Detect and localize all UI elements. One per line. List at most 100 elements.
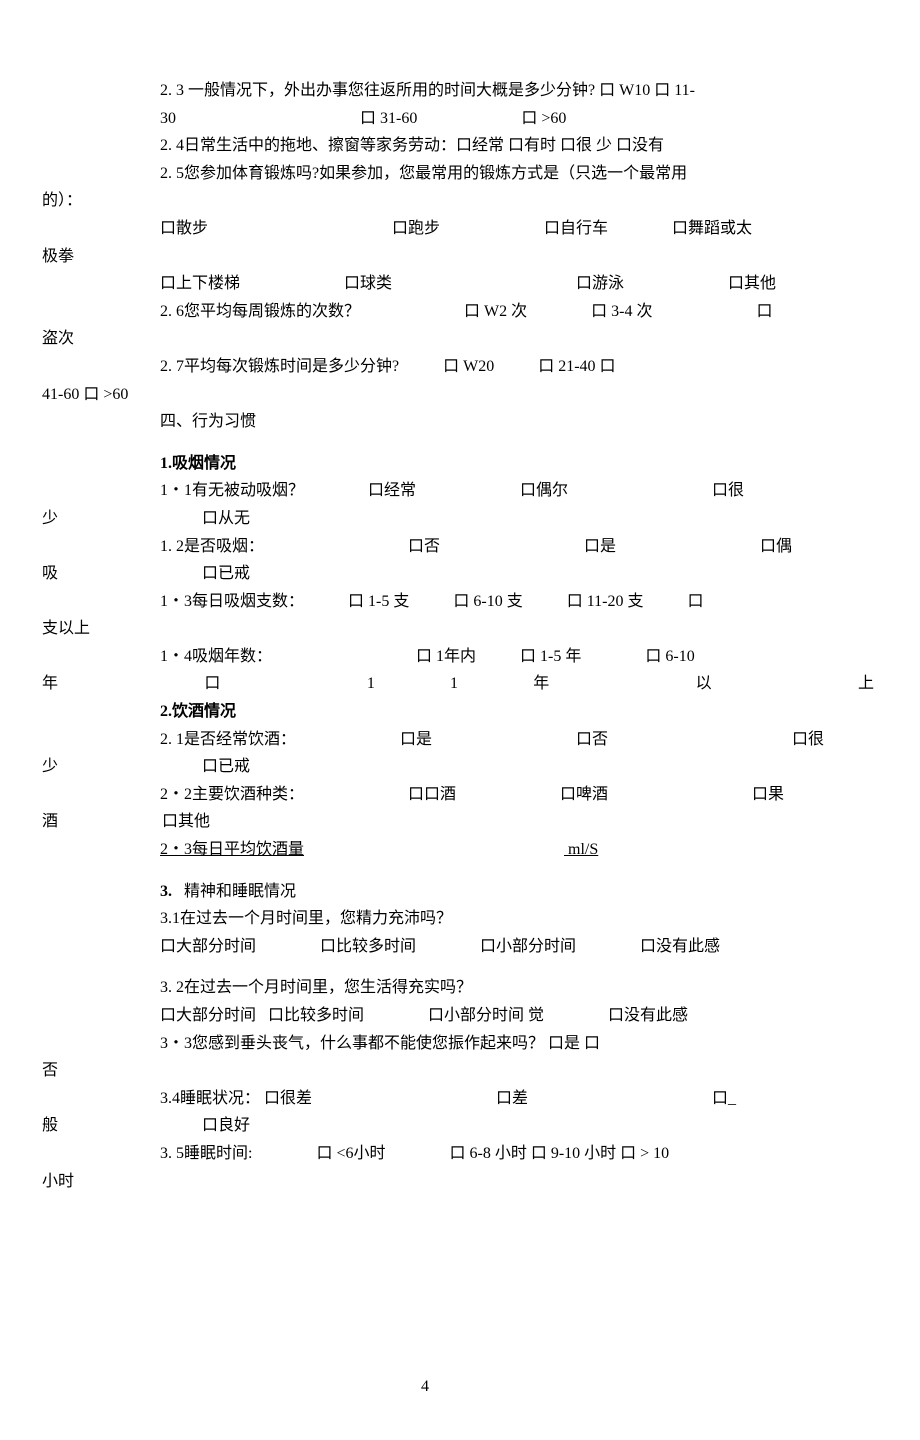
q2-5-row1: 口散步 口跑步 口自行车 口舞蹈或太 <box>160 216 878 242</box>
q2-2b-opt1: 口口酒 <box>408 786 456 803</box>
q2-2b-tail-b: 口其他 <box>162 813 210 830</box>
s2-title: 2.饮酒情况 <box>160 699 878 725</box>
q2-7-opt2: 口 21-40 口 <box>538 358 615 375</box>
s3-header: 3. 精神和睡眠情况 <box>160 879 878 905</box>
q3-1-opt3: 口小部分时间 <box>480 938 576 955</box>
q3-1-opts: 口大部分时间 口比较多时间 口小部分时间 口没有此感 <box>160 934 878 960</box>
q3-2-opt4: 口没有此感 <box>608 1007 688 1024</box>
q1-3-tail: 支以上 <box>42 616 878 642</box>
q2-7-tail: 41-60 口 >60 <box>42 382 878 408</box>
q1-2-opt1: 口否 <box>408 538 440 555</box>
q1-2: 1. 2是否吸烟： 口否 口是 口偶 <box>160 534 878 560</box>
q1-4-r2b: 口 <box>204 675 291 692</box>
q1-2-tail: 吸 口已戒 <box>42 561 878 587</box>
q2-2b-tail-a: 酒 <box>42 813 58 830</box>
q1-4-text: 1・4吸烟年数： <box>160 648 272 665</box>
q2-6-opt1: 口 W2 次 <box>464 303 527 320</box>
q2-3b: 2・3每日平均饮酒量 ml/S <box>160 837 780 863</box>
q3-3-tail: 否 <box>42 1058 878 1084</box>
q1-3-opt3: 口 11-20 支 <box>567 593 644 610</box>
q1-1-text: 1・1有无被动吸烟？ <box>160 482 304 499</box>
q3-4-text: 3.4睡眠状况： 口很差 <box>160 1090 312 1107</box>
q3-2-opt2: 口比较多时间 <box>268 1007 364 1024</box>
q3-5-opt1: 口 <6小时 <box>316 1145 385 1162</box>
document-body: 2. 3 一般情况下，外出办事您往返所用的时间大概是多少分钟? 口 W10 口 … <box>42 78 878 1194</box>
q2-3-opt2: 口 31-60 <box>360 110 417 127</box>
q2-7-text: 2. 7平均每次锻炼时间是多少分钟? <box>160 358 399 375</box>
q2-7: 2. 7平均每次锻炼时间是多少分钟? 口 W20 口 21-40 口 <box>160 354 878 380</box>
q1-4-r2g: 上 <box>858 675 874 692</box>
q1-4-r2c: 1 <box>367 675 375 692</box>
q2-6-tail: 盗次 <box>42 326 878 352</box>
opt-swim: 口游泳 <box>576 275 624 292</box>
q2-4: 2. 4日常生活中的拖地、擦窗等家务劳动：口经常 口有时 口很 少 口没有 <box>160 133 878 159</box>
q1-1-tail-b: 口从无 <box>202 510 250 527</box>
q2-2b-opt3: 口果 <box>752 786 784 803</box>
q3-1-opt1: 口大部分时间 <box>160 938 256 955</box>
q1-4-opt2: 口 1-5 年 <box>520 648 581 665</box>
q1-2-opt2: 口是 <box>584 538 616 555</box>
q2-3-opt3: 口 >60 <box>521 110 566 127</box>
s1-title: 1.吸烟情况 <box>160 451 878 477</box>
q2-1b-text: 2. 1是否经常饮酒： <box>160 731 296 748</box>
page-number: 4 <box>42 1374 878 1400</box>
q1-4-opt1: 口 1年内 <box>416 648 476 665</box>
q2-2b: 2・2主要饮酒种类： 口口酒 口啤酒 口果 <box>160 782 878 808</box>
q1-1-tail-a: 少 <box>42 510 58 527</box>
opt-bike: 口自行车 <box>544 220 608 237</box>
q1-3-text: 1・3每日吸烟支数： <box>160 593 304 610</box>
q3-4-tail-a: 般 <box>42 1117 58 1134</box>
q3-5-tail: 小时 <box>42 1169 878 1195</box>
q2-6-text: 2. 6您平均每周锻炼的次数？ <box>160 303 360 320</box>
q2-1b-opt1: 口是 <box>400 731 432 748</box>
q1-1-tail: 少 口从无 <box>42 506 878 532</box>
q1-4-r2a: 年 <box>42 675 129 692</box>
q1-4-r2e: 年 <box>533 675 620 692</box>
q2-3b-text-b: ml/S <box>568 841 598 858</box>
opt-ball: 口球类 <box>344 275 392 292</box>
q1-3-opt1: 口 1-5 支 <box>348 593 409 610</box>
q3-4-opt2: 口差 <box>496 1090 528 1107</box>
q2-6: 2. 6您平均每周锻炼的次数？ 口 W2 次 口 3-4 次 口 <box>160 299 878 325</box>
q1-4-row2: 年 口 1 1 年 以 上 <box>42 671 878 697</box>
q2-1b-opt2: 口否 <box>576 731 608 748</box>
q3-1-opt4: 口没有此感 <box>640 938 720 955</box>
q1-2-opt3: 口偶 <box>760 538 792 555</box>
q3-5-opt2: 口 6-8 小时 口 9-10 小时 口 > 10 <box>449 1145 669 1162</box>
s3-title: 精神和睡眠情况 <box>184 883 296 900</box>
q2-3-line2: 30 口 31-60 口 >60 <box>160 106 878 132</box>
q2-1b-opt3: 口很 <box>792 731 824 748</box>
q2-1b-tail: 少 口已戒 <box>42 754 878 780</box>
q2-6-opt3: 口 <box>756 303 772 320</box>
q3-4-tail: 般 口良好 <box>42 1113 878 1139</box>
q1-1: 1・1有无被动吸烟？ 口经常 口偶尔 口很 <box>160 478 878 504</box>
q2-1b-tail-a: 少 <box>42 758 58 775</box>
q3-2-text: 3. 2在过去一个月时间里，您生活得充实吗？ <box>160 975 878 1001</box>
s3-num: 3. <box>160 883 172 900</box>
q3-3: 3・3您感到垂头丧气，什么事都不能使您振作起来吗？ 口是 口 <box>160 1031 878 1057</box>
q3-2-opt3: 口小部分时间 觉 <box>428 1007 544 1024</box>
q3-2-opts: 口大部分时间 口比较多时间 口小部分时间 觉 口没有此感 <box>160 1003 878 1029</box>
q3-1-opt2: 口比较多时间 <box>320 938 416 955</box>
q1-1-opt3: 口很 <box>712 482 744 499</box>
q2-1b: 2. 1是否经常饮酒： 口是 口否 口很 <box>160 727 878 753</box>
q2-5-tail: 的）： <box>42 188 878 214</box>
q1-4: 1・4吸烟年数： 口 1年内 口 1-5 年 口 6-10 <box>160 644 878 670</box>
q3-5: 3. 5睡眠时间: 口 <6小时 口 6-8 小时 口 9-10 小时 口 > … <box>160 1141 878 1167</box>
q1-1-opt1: 口经常 <box>368 482 416 499</box>
opt-other: 口其他 <box>728 275 776 292</box>
q2-5-row2: 口上下楼梯 口球类 口游泳 口其他 <box>160 271 878 297</box>
q2-6-opt2: 口 3-4 次 <box>591 303 652 320</box>
q3-4: 3.4睡眠状况： 口很差 口差 口_ <box>160 1086 878 1112</box>
q1-2-text: 1. 2是否吸烟： <box>160 538 264 555</box>
q1-1-opt2: 口偶尔 <box>520 482 568 499</box>
q2-2b-text: 2・2主要饮酒种类： <box>160 786 304 803</box>
q2-3-opt-text: 30 <box>160 110 176 127</box>
q3-4-tail-b: 口良好 <box>202 1117 250 1134</box>
q2-7-opt1: 口 W20 <box>443 358 494 375</box>
q2-5-row1-tail: 极拳 <box>42 244 878 270</box>
q2-2b-opt2: 口啤酒 <box>560 786 608 803</box>
q1-4-r2f: 以 <box>696 675 783 692</box>
q1-2-tail-b: 口已戒 <box>202 565 250 582</box>
q1-3: 1・3每日吸烟支数： 口 1-5 支 口 6-10 支 口 11-20 支 口 <box>160 589 878 615</box>
